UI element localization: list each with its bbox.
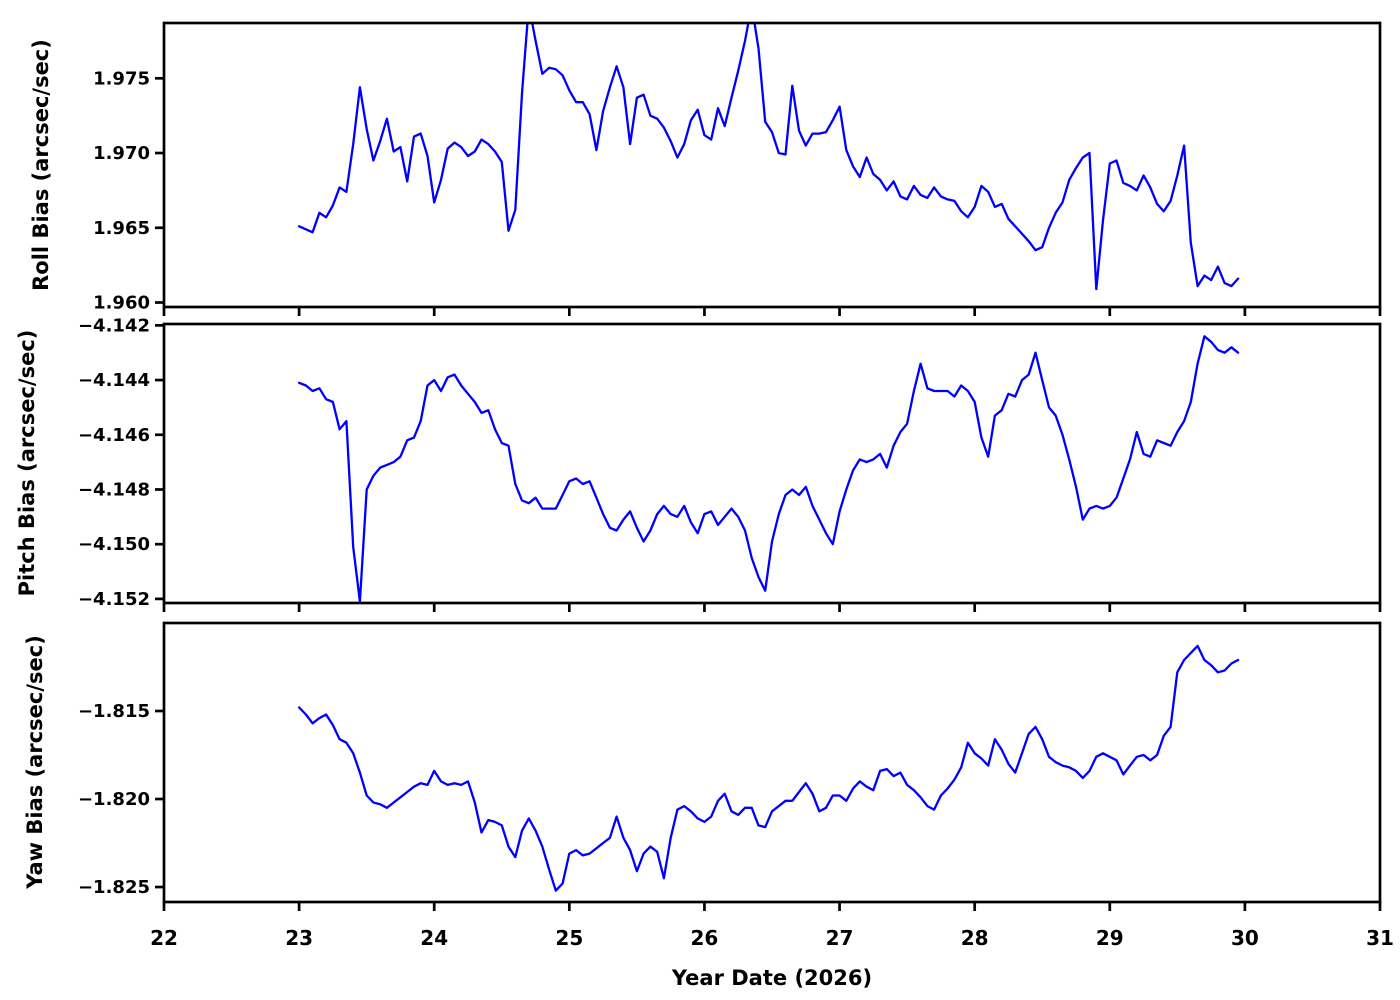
y-tick-label: −4.144 [78, 370, 150, 391]
x-tick-label: 28 [961, 926, 989, 950]
x-tick-label: 29 [1096, 926, 1124, 950]
x-tick-label: 26 [691, 926, 719, 950]
ylabel-roll-bias: Roll Bias (arcsec/sec) [29, 39, 53, 291]
y-tick-label: 1.965 [93, 218, 150, 239]
plot-panels: 1.9601.9651.9701.975−4.142−4.144−4.146−4… [78, 21, 1394, 950]
xlabel-year-date: Year Date (2026) [671, 966, 872, 990]
y-tick-label: −4.146 [78, 425, 150, 446]
y-tick-label: 1.970 [93, 143, 150, 164]
y-tick-label: −1.825 [78, 877, 150, 898]
panel-pitch: −4.142 −4.144 −4.146 −4.148 −4.150 −4.152 [78, 315, 1382, 612]
panel-border [162, 21, 1382, 309]
y-tick-label: −4.150 [78, 534, 150, 555]
ylabel-pitch-bias: Pitch Bias (arcsec/sec) [15, 330, 39, 597]
x-tick-label: 27 [826, 926, 854, 950]
y-tick-label: −4.152 [78, 589, 150, 610]
panel-border [162, 322, 1382, 605]
yaw-bias-line [297, 644, 1240, 892]
y-tick-label: −1.815 [78, 701, 150, 722]
pitch-bias-line [297, 335, 1240, 603]
ylabel-yaw-bias: Yaw Bias (arcsec/sec) [23, 635, 47, 890]
x-tick-label: 24 [420, 926, 448, 950]
x-tick-label: 23 [285, 926, 313, 950]
y-tick-label: 1.975 [93, 68, 150, 89]
x-tick-label: 25 [555, 926, 583, 950]
y-tick-label: −4.142 [78, 315, 150, 336]
y-tick-label: −4.148 [78, 479, 150, 500]
y-tick-label: −1.820 [78, 789, 150, 810]
x-tick-label: 31 [1366, 926, 1394, 950]
x-tick-label: 30 [1231, 926, 1259, 950]
panel-yaw: 22 23 24 25 26 27 28 29 30 31 −1.815 −1.820 −1.825 [78, 621, 1394, 950]
roll-bias-line [297, 23, 1240, 291]
y-tick-label: 1.960 [93, 293, 150, 314]
x-tick-label: 22 [150, 926, 178, 950]
panel-border [162, 621, 1382, 904]
panel-roll: 1.960 1.965 1.970 1.975 [93, 21, 1382, 316]
